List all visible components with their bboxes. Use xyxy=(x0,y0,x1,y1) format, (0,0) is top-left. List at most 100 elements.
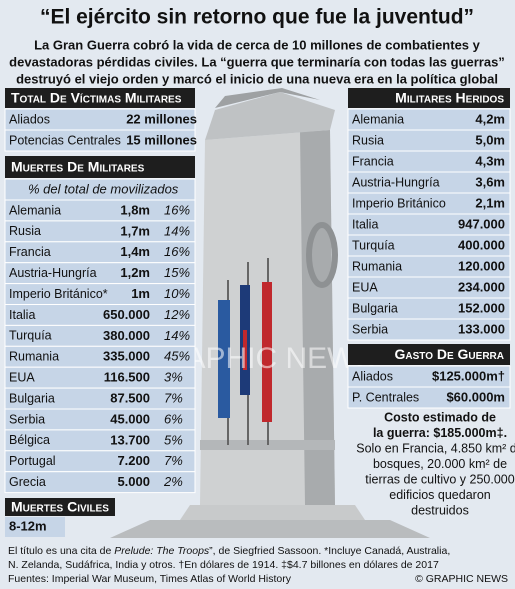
row-label: Turquía xyxy=(9,329,52,343)
row-value: 947.000 xyxy=(458,216,505,231)
row-label: Bulgaria xyxy=(9,391,55,405)
row-percent: 2% xyxy=(163,474,183,489)
row-label: Imperio Británico xyxy=(352,196,446,210)
row-bg xyxy=(347,386,511,409)
footnote-part: ”, de Siegfried Sassoon. *Incluye Canadá… xyxy=(209,545,450,557)
row-value: 4,2m xyxy=(475,111,505,126)
row-value: 120.000 xyxy=(458,258,505,273)
row-value: 45.000 xyxy=(110,411,150,426)
row-label: Alemania xyxy=(352,112,404,126)
panel-header xyxy=(348,88,510,108)
row-percent: 5% xyxy=(164,432,183,447)
row-value: 1,8m xyxy=(120,202,150,217)
row-value: 5.000 xyxy=(117,474,150,489)
row-percent: 7% xyxy=(164,453,183,468)
row-percent: 16% xyxy=(164,244,190,259)
sources: Fuentes: Imperial War Museum, Times Atla… xyxy=(8,573,292,585)
row-label: Francia xyxy=(9,245,51,259)
note: % del total de movilizados xyxy=(28,181,179,196)
row-value: 1,2m xyxy=(120,265,150,280)
row-percent: 6% xyxy=(164,411,183,426)
row-percent: 10% xyxy=(164,286,190,301)
row-value: 87.500 xyxy=(110,391,150,406)
row-percent: 45% xyxy=(164,349,190,364)
cost-text: bosques, 20.000 km² de xyxy=(373,457,507,471)
row-bg xyxy=(4,129,196,152)
row-value: 7.200 xyxy=(117,453,150,468)
row-percent: 3% xyxy=(164,370,183,385)
row-value: 15 millones xyxy=(126,132,197,147)
row-label: Bulgaria xyxy=(352,301,398,315)
row-label: Alemania xyxy=(9,203,61,217)
panel-title: Muertes Civiles xyxy=(11,499,109,515)
credit: © GRAPHIC NEWS xyxy=(415,573,508,585)
cost-text: Costo estimado de xyxy=(384,410,496,424)
row-percent: 15% xyxy=(164,265,190,280)
row-bg xyxy=(5,517,65,537)
row-bg xyxy=(347,318,511,341)
row-label: Rumania xyxy=(9,350,59,364)
row-label: Imperio Británico* xyxy=(9,287,108,301)
row-value: 1,7m xyxy=(120,223,150,238)
cost-text: edificios quedaron xyxy=(389,488,491,502)
cenotaph xyxy=(110,88,430,538)
panel-header xyxy=(5,156,195,178)
footnote: El título es una cita de Prelude: The Tr… xyxy=(8,545,450,557)
row-label: EUA xyxy=(9,370,35,384)
cost-text: la guerra: $185.000m‡. xyxy=(373,426,507,440)
row-value: 116.500 xyxy=(104,370,150,385)
row-label: Serbia xyxy=(352,322,388,336)
row-value: 2,1m xyxy=(475,195,505,210)
panel-header xyxy=(5,88,195,108)
row-value: 380.000 xyxy=(103,328,150,343)
panel-title: Muertes De Militares xyxy=(11,159,145,175)
panel-title: Gasto De Guerra xyxy=(395,346,505,362)
row-value: 1,4m xyxy=(120,244,150,259)
row-label: Aliados xyxy=(9,112,50,126)
row-label: P. Centrales xyxy=(352,390,419,404)
title: “El ejército sin retorno que fue la juve… xyxy=(40,6,474,29)
row-label: Aliados xyxy=(352,369,393,383)
panel-title: Militares Heridos xyxy=(395,90,504,106)
row-label: Bélgica xyxy=(9,433,50,447)
row-label: Italia xyxy=(9,308,35,322)
row-label: Austria-Hungría xyxy=(9,266,97,280)
row-value: 133.000 xyxy=(458,321,505,336)
row-value: 8-12m xyxy=(9,518,47,533)
row-value: $125.000m† xyxy=(432,368,505,383)
row-label: EUA xyxy=(352,280,378,294)
row-label: Rumania xyxy=(352,259,402,273)
row-value: 4,3m xyxy=(475,153,505,168)
footnote-part: El título es una cita de xyxy=(8,545,114,557)
row-label: Serbia xyxy=(9,412,45,426)
row-value: 22 millones xyxy=(126,111,197,126)
row-value: 234.000 xyxy=(458,279,505,294)
row-label: Rusia xyxy=(9,224,41,238)
row-value: 3,6m xyxy=(475,174,505,189)
footnote: N. Zelanda, Sudáfrica, India y otros. †E… xyxy=(8,559,439,571)
row-label: Turquía xyxy=(352,238,395,252)
panel-title: Total De Víctimas Militares xyxy=(11,90,182,106)
row-value: 400.000 xyxy=(458,237,505,252)
row-label: Potencias Centrales xyxy=(9,133,121,147)
panel-header xyxy=(5,498,115,516)
subtitle: devastadoras pérdidas civiles. La “guerr… xyxy=(9,54,505,69)
cost-text: Solo en Francia, 4.850 km² de xyxy=(356,441,515,455)
row-label: Italia xyxy=(352,217,378,231)
footnote-part: Prelude: The Troops xyxy=(114,545,210,557)
row-label: Francia xyxy=(352,154,394,168)
row-percent: 12% xyxy=(164,307,190,322)
row-label: Portugal xyxy=(9,454,56,468)
cost-text: destruidos xyxy=(411,503,469,517)
row-value: 335.000 xyxy=(103,349,150,364)
row-label: Rusia xyxy=(352,133,384,147)
subtitle: La Gran Guerra cobró la vida de cerca de… xyxy=(34,37,481,52)
row-value: 5,0m xyxy=(475,132,505,147)
row-value: 152.000 xyxy=(458,300,505,315)
row-value: 13.700 xyxy=(110,432,150,447)
subtitle: destruyó el viejo orden y marcó el inici… xyxy=(16,71,498,86)
row-percent: 16% xyxy=(164,202,190,217)
row-percent: 14% xyxy=(164,223,190,238)
row-bg xyxy=(4,471,196,494)
panel-header xyxy=(348,344,510,365)
